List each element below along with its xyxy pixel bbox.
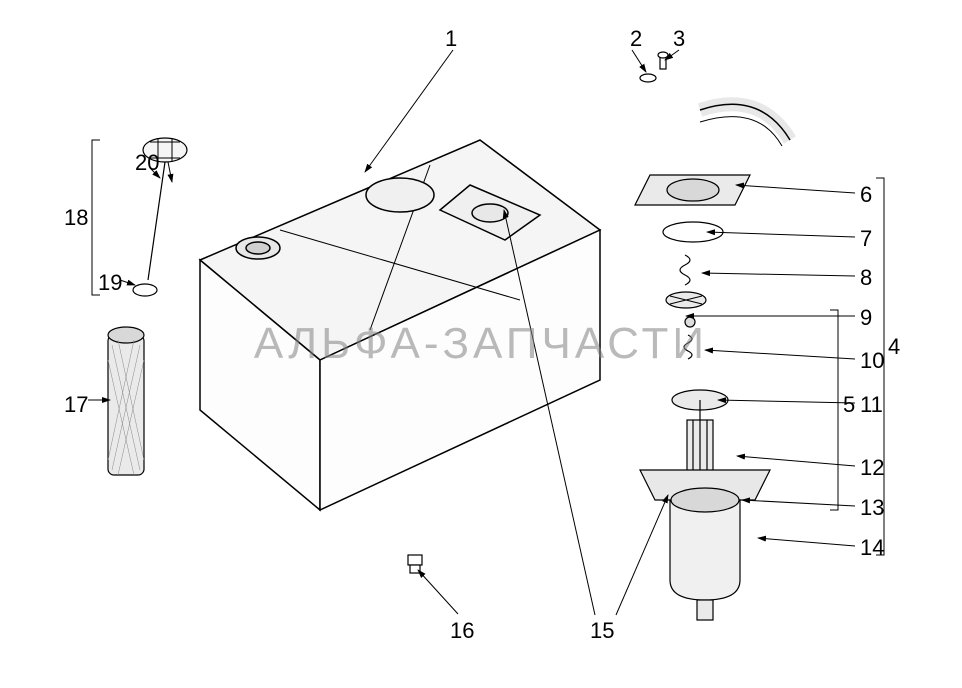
drain-plug	[408, 555, 422, 573]
callout-n11: 11	[860, 392, 883, 418]
callout-n12: 12	[860, 455, 884, 481]
callout-n15: 15	[590, 618, 614, 644]
callout-n19: 19	[98, 270, 122, 296]
callout-n20: 20	[135, 150, 159, 176]
callout-n9: 9	[860, 305, 872, 331]
callout-n2: 2	[630, 26, 642, 52]
filler-assembly	[108, 138, 187, 475]
callout-n13: 13	[860, 495, 884, 521]
tank-body	[200, 140, 600, 510]
callout-n7: 7	[860, 226, 872, 252]
callout-n3: 3	[673, 26, 685, 52]
callout-n1: 1	[445, 26, 457, 52]
callout-n5: 5	[843, 392, 855, 418]
intake-assembly	[635, 52, 790, 620]
callout-n6: 6	[860, 182, 872, 208]
callout-n10: 10	[860, 348, 884, 374]
callout-n14: 14	[860, 535, 884, 561]
diagram-svg	[0, 0, 962, 688]
callout-n4: 4	[888, 334, 900, 360]
callout-n18: 18	[64, 205, 88, 231]
callout-n16: 16	[450, 618, 474, 644]
callout-n8: 8	[860, 265, 872, 291]
callout-n17: 17	[64, 392, 88, 418]
